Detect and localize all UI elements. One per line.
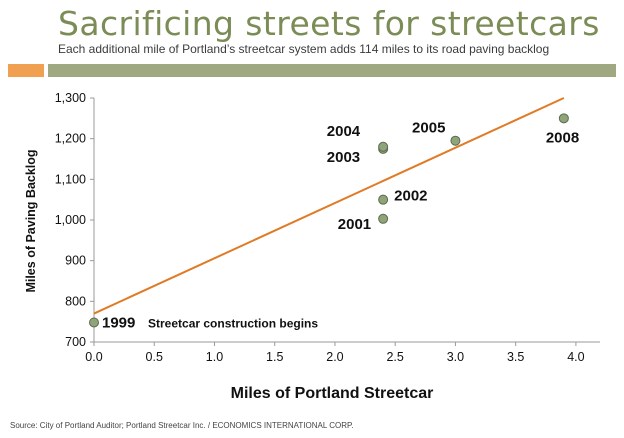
y-tick-label: 700 bbox=[65, 335, 86, 349]
y-axis-label: Miles of Paving Backlog bbox=[24, 149, 38, 292]
point-label: 2004 bbox=[327, 123, 361, 140]
trend-line bbox=[93, 97, 565, 315]
x-tick-label: 3.0 bbox=[447, 350, 464, 364]
data-point bbox=[378, 141, 389, 152]
data-point bbox=[89, 317, 99, 328]
y-tick-label: 1,300 bbox=[55, 91, 86, 105]
data-point bbox=[450, 135, 461, 146]
x-tick-label: 1.0 bbox=[206, 350, 223, 364]
x-tick-label: 3.5 bbox=[507, 350, 524, 364]
x-tick-label: 0.5 bbox=[146, 350, 163, 364]
x-axis-label: Miles of Portland Streetcar bbox=[231, 385, 434, 402]
data-point bbox=[558, 113, 569, 124]
x-tick-label: 2.5 bbox=[386, 350, 403, 364]
y-tick-label: 1,000 bbox=[55, 213, 86, 227]
annotation-label: Streetcar construction begins bbox=[148, 316, 318, 330]
x-tick-label: 0.0 bbox=[85, 350, 102, 364]
y-tick-label: 800 bbox=[65, 294, 86, 308]
point-label: 2001 bbox=[338, 216, 371, 233]
chart-subtitle: Each additional mile of Portland’s stree… bbox=[58, 42, 550, 56]
point-label: 2005 bbox=[412, 120, 445, 137]
x-tick-label: 1.5 bbox=[266, 350, 283, 364]
y-tick-label: 1,100 bbox=[55, 172, 86, 186]
y-tick-label: 900 bbox=[65, 254, 86, 268]
chart-title: Sacrificing streets for streetcars bbox=[58, 4, 600, 43]
y-tick-label: 1,200 bbox=[55, 132, 86, 146]
x-tick-label: 4.0 bbox=[567, 350, 584, 364]
x-tick-label: 2.0 bbox=[326, 350, 343, 364]
point-label: 2003 bbox=[327, 149, 360, 166]
point-label: 1999 bbox=[102, 314, 135, 331]
source-note: Source: City of Portland Auditor; Portla… bbox=[10, 421, 354, 430]
point-label: 2002 bbox=[394, 188, 427, 205]
scatter-chart: Miles of Paving Backlog Miles of Portlan… bbox=[24, 91, 600, 402]
data-point bbox=[378, 213, 389, 224]
point-label: 2008 bbox=[546, 129, 579, 146]
accent-bar-orange bbox=[8, 64, 44, 77]
accent-bar-green bbox=[48, 64, 616, 77]
data-point bbox=[378, 194, 389, 205]
